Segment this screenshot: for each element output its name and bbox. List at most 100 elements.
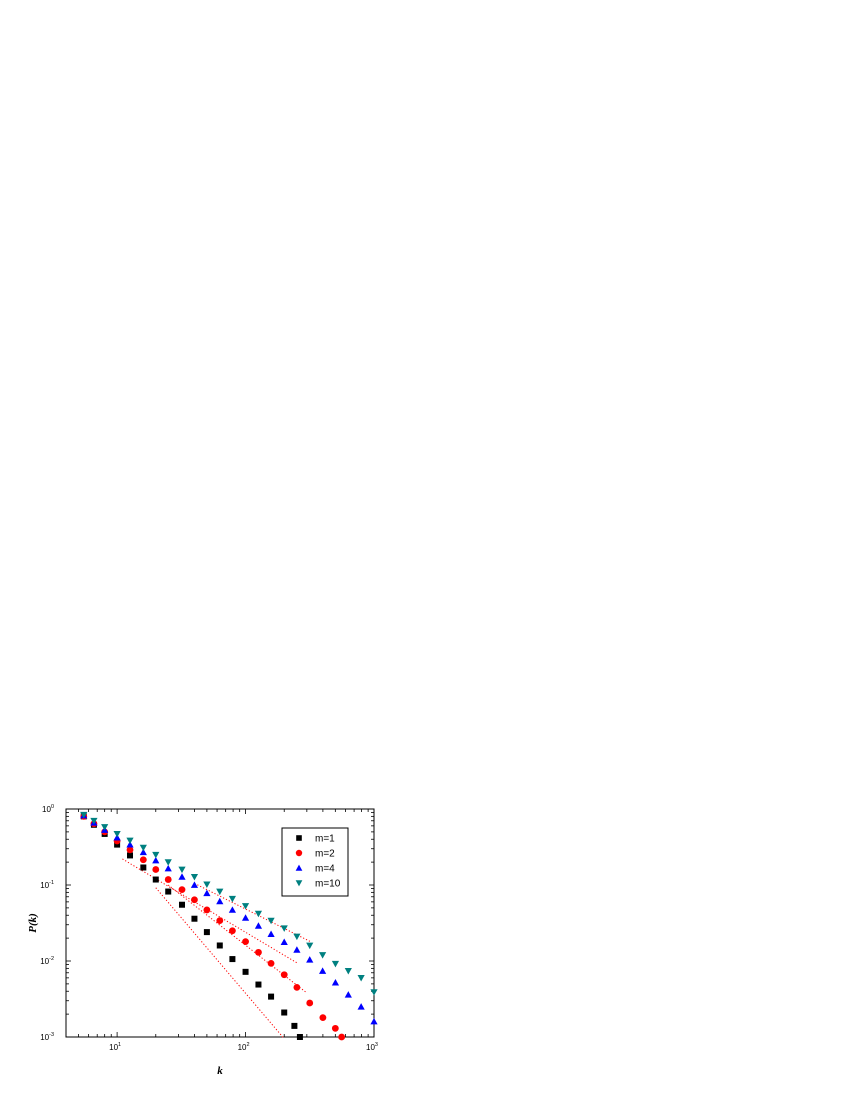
data-point (203, 906, 211, 914)
data-point (152, 876, 159, 883)
data-point (152, 856, 160, 864)
data-point (228, 895, 237, 903)
data-point (178, 873, 186, 880)
data-point (306, 999, 314, 1007)
y-tick-label: 10-2 (40, 956, 54, 966)
data-point (90, 817, 98, 825)
data-point (126, 841, 134, 848)
data-point (229, 956, 236, 963)
series-m=10 (80, 811, 378, 996)
data-point (344, 991, 352, 998)
y-tick-label: 10-1 (40, 880, 54, 890)
data-point (267, 959, 275, 967)
x-tick-label-base: 10 (109, 1043, 118, 1052)
data-point (190, 881, 199, 888)
reference-line (194, 882, 311, 943)
legend-label: m=4 (315, 864, 335, 875)
y-tick-label-base: 10 (40, 881, 49, 890)
data-point (331, 960, 340, 968)
data-point (280, 938, 288, 946)
plot-frame (65, 808, 375, 1038)
data-point (216, 942, 223, 949)
data-point (229, 927, 236, 935)
legend-box (281, 827, 349, 897)
data-point (241, 914, 250, 921)
data-point (281, 1009, 288, 1016)
x-tick-label-exponent: 3 (375, 1042, 378, 1048)
data-point (254, 922, 263, 929)
data-point (319, 967, 327, 974)
data-point (306, 956, 314, 963)
data-point (241, 903, 250, 910)
legend-marker (295, 849, 303, 857)
data-point (178, 866, 186, 874)
data-point (164, 859, 172, 866)
data-point (254, 910, 263, 918)
x-tick-label-exponent: 1 (118, 1042, 121, 1048)
data-point (280, 971, 288, 979)
data-point (331, 978, 340, 986)
data-point (293, 983, 301, 991)
y-tick-label-exponent: 0 (51, 804, 54, 810)
y-tick-label: 10-3 (40, 1032, 54, 1042)
x-tick-label: 103 (366, 1042, 378, 1052)
data-point (203, 881, 211, 888)
data-point (267, 930, 275, 937)
data-point (291, 1022, 298, 1029)
data-point (242, 968, 249, 975)
y-tick-label-exponent: -2 (49, 956, 54, 962)
data-point (101, 824, 109, 831)
data-point (319, 1014, 327, 1021)
x-tick-label: 101 (109, 1042, 121, 1052)
data-point (216, 888, 224, 896)
data-point (216, 897, 224, 905)
data-point (113, 831, 121, 838)
y-axis-label: P(k) (27, 913, 39, 933)
y-tick-label-exponent: -1 (49, 880, 54, 886)
data-point (114, 841, 121, 848)
data-point (152, 866, 160, 873)
data-point (267, 917, 275, 925)
data-point (203, 929, 210, 936)
data-point (80, 811, 88, 819)
data-point (165, 888, 172, 895)
reference-line (167, 884, 308, 994)
data-point (268, 993, 275, 1000)
reference-lines (122, 858, 311, 1040)
legend-marker (296, 835, 302, 841)
data-point (164, 876, 172, 883)
y-tick-label-base: 10 (40, 1033, 49, 1042)
x-tick-label: 102 (238, 1042, 250, 1052)
data-point (139, 856, 147, 864)
x-tick-label-base: 10 (366, 1043, 375, 1052)
data-point (126, 837, 134, 845)
data-point (152, 851, 160, 859)
x-tick-label-base: 10 (238, 1043, 247, 1052)
data-point (319, 952, 327, 959)
y-tick-label-exponent: -3 (49, 1032, 54, 1038)
y-tick-label-base: 10 (40, 957, 49, 966)
x-tick-label-exponent: 2 (246, 1042, 249, 1048)
data-point (139, 848, 147, 856)
data-point (344, 968, 352, 975)
data-point (370, 989, 378, 996)
legend-label: m=1 (315, 834, 335, 845)
data-points (80, 811, 378, 1041)
data-point (293, 933, 301, 941)
series-m=1 (80, 813, 303, 1040)
data-point (191, 915, 198, 922)
legend-marker (295, 880, 303, 887)
data-point (296, 1034, 303, 1040)
data-point (190, 873, 199, 881)
data-point (370, 1017, 378, 1025)
data-point (164, 864, 172, 872)
data-point (293, 946, 301, 953)
data-point (216, 917, 224, 925)
data-point (357, 1003, 365, 1010)
data-point (228, 906, 237, 913)
y-tick-label-base: 10 (42, 805, 51, 814)
data-point (191, 896, 198, 904)
reference-line (155, 887, 285, 1040)
data-point (255, 948, 262, 956)
